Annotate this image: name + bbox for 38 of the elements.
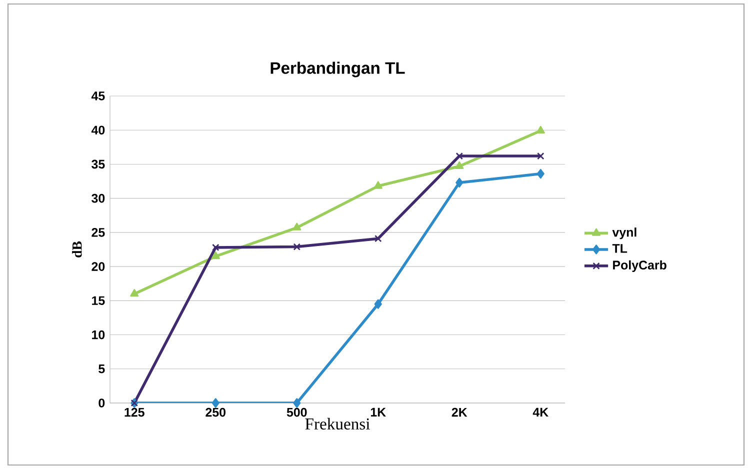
legend-label: vynl (612, 228, 636, 240)
point (211, 251, 220, 260)
point (130, 288, 139, 297)
point (293, 398, 301, 408)
y-tick-label: 5 (98, 364, 105, 374)
point (456, 152, 464, 160)
y-tick-label: 25 (92, 228, 105, 237)
point (536, 168, 544, 179)
chart-title: Perbandingan TL (270, 62, 405, 78)
y-tick-label: 45 (91, 92, 105, 100)
y-tick-label: 20 (92, 262, 105, 271)
x-tick-label: 4K (532, 408, 548, 416)
point (537, 152, 544, 160)
legend-label: TL (612, 244, 628, 253)
legend-label: PolyCarb (613, 260, 666, 272)
y-tick-label: 15 (92, 296, 105, 306)
x-tick-label: 500 (286, 408, 307, 417)
point (293, 243, 301, 250)
point (536, 126, 545, 134)
point (374, 299, 382, 309)
x-axis-title: Frekuensi (305, 418, 370, 430)
y-tick-label: 30 (92, 194, 105, 203)
y-tick-label: 10 (92, 330, 105, 340)
x-tick-label: 250 (206, 408, 226, 417)
x-tick-label: 1K (370, 408, 386, 416)
y-tick-label: 35 (92, 160, 105, 169)
point (374, 234, 382, 242)
point (292, 222, 302, 230)
x-tick-label: 2K (452, 408, 468, 417)
point (212, 244, 220, 252)
y-tick-label: 0 (98, 398, 105, 408)
point (456, 178, 464, 188)
point (374, 181, 382, 189)
y-tick-label: 40 (91, 126, 105, 135)
point (212, 398, 220, 408)
point (455, 161, 464, 170)
x-tick-label: 125 (124, 408, 144, 417)
y-axis-title: dB (72, 241, 82, 258)
